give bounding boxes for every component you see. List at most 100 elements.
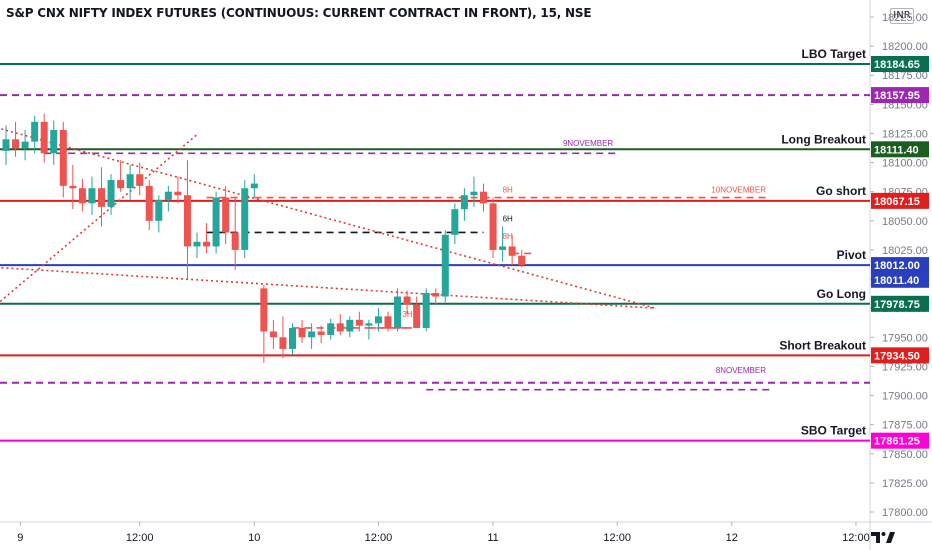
candle-body (365, 323, 373, 326)
candle-body (432, 293, 440, 297)
short-level-note: 9NOVEMBER (563, 139, 613, 148)
candle-body (327, 323, 335, 335)
y-tick-label: 18225.00 (882, 12, 928, 24)
candle-body (136, 174, 144, 186)
y-tick-label: 17925.00 (882, 361, 928, 373)
price-tag-label: 18157.95 (874, 90, 920, 102)
candle-body (78, 188, 86, 204)
candle-body (336, 323, 344, 332)
level-label: LBO Target (802, 47, 866, 61)
candle-body (289, 327, 296, 349)
short-level-note: 8NOVEMBER (716, 366, 766, 375)
candle-body (499, 246, 507, 250)
candle-body (145, 185, 153, 221)
x-tick-label: 12 (726, 532, 738, 544)
candle-body (31, 121, 39, 142)
candle-body (50, 129, 58, 154)
candle-body (174, 191, 182, 196)
candle-body (59, 129, 67, 186)
candle-body (193, 241, 201, 247)
y-tick-label: 18200.00 (882, 41, 928, 53)
candle-body (69, 185, 77, 189)
short-level-note: 3H (402, 310, 412, 319)
x-tick-label: 12:00 (603, 532, 631, 544)
level-label: Go short (816, 184, 866, 198)
price-tag-label: 18012.00 (874, 260, 920, 272)
candle-body (126, 174, 134, 189)
price-tag-label: 18067.15 (874, 196, 920, 208)
price-tag-bg (871, 347, 929, 364)
candle-body (489, 203, 497, 250)
candle-body (155, 199, 163, 221)
x-tick-label: 11 (487, 532, 498, 544)
x-tick-label: 12:00 (126, 532, 154, 544)
tradingview-logo[interactable] (870, 529, 896, 545)
y-tick-label: 17875.00 (882, 420, 928, 432)
candle-body (460, 195, 468, 210)
candle-body (308, 331, 316, 338)
price-tag-label: 18184.65 (874, 59, 920, 71)
candle-body (21, 141, 29, 149)
candle-body (508, 246, 516, 256)
candle-body (384, 316, 392, 328)
y-tick-label: 17950.00 (882, 332, 928, 344)
x-tick-label: 9 (17, 532, 23, 544)
trendline (0, 134, 198, 303)
level-label: Long Breakout (781, 132, 866, 146)
candle-body (422, 293, 430, 328)
y-tick-label: 18175.00 (882, 70, 928, 82)
candle-body (298, 327, 306, 338)
y-tick-label: 17800.00 (882, 507, 928, 519)
level-label: Pivot (837, 248, 866, 262)
level-label: SBO Target (801, 424, 866, 438)
candle-body (279, 337, 287, 349)
y-tick-label: 17850.00 (882, 449, 928, 461)
candle-body (480, 191, 487, 204)
candle-body (241, 188, 249, 250)
price-tag-bg (871, 295, 929, 312)
price-tag-label: 18111.40 (874, 144, 919, 156)
chart-title: S&P CNX NIFTY INDEX FUTURES (CONTINUOUS:… (6, 6, 592, 20)
candle-body (203, 241, 211, 247)
y-tick-label: 18100.00 (882, 158, 928, 170)
candle-body (269, 331, 277, 338)
candle-body (374, 316, 382, 324)
candle-body (260, 288, 268, 332)
mini-label: 6H (503, 214, 513, 223)
candle-body (231, 232, 239, 250)
candle-body (12, 139, 20, 149)
candle-body (355, 319, 363, 326)
candle-body (394, 296, 402, 328)
candle-body (2, 139, 10, 151)
candle-body (40, 121, 48, 154)
candle-body (403, 296, 411, 305)
x-tick-label: 10 (248, 532, 260, 544)
candle-body (164, 191, 172, 200)
y-tick-label: 18025.00 (882, 245, 928, 257)
currency-badge[interactable]: INR (890, 8, 914, 24)
level-label: Short Breakout (779, 338, 866, 352)
price-tag-label: 17978.75 (874, 299, 920, 311)
y-tick-label: 18125.00 (882, 128, 928, 140)
x-tick-label: 12:00 (365, 532, 393, 544)
candle-body (470, 191, 478, 196)
price-tag-bg (871, 87, 929, 104)
price-tag-bg (871, 141, 929, 158)
price-tag-label: 17861.25 (874, 436, 920, 448)
y-tick-label: 17900.00 (882, 391, 928, 403)
candle-body (183, 195, 191, 247)
trendline (0, 127, 656, 309)
mini-label: 8H (503, 185, 513, 194)
y-tick-label: 18050.00 (882, 216, 928, 228)
price-tag-bg (871, 432, 929, 449)
price-tag-bg (871, 55, 929, 72)
candle-body (346, 319, 354, 332)
mini-label: 8H (503, 232, 513, 241)
current-price-tag-bg (871, 271, 929, 288)
candle-body (117, 180, 125, 189)
candle-body (413, 304, 421, 328)
candle-body (222, 197, 230, 233)
candle-body (212, 197, 220, 247)
trendline (0, 266, 656, 309)
